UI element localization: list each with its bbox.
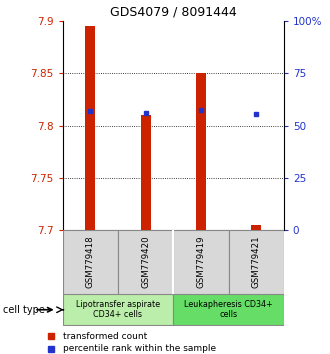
- Bar: [63, 230, 118, 294]
- Bar: [173, 295, 284, 325]
- Bar: [251, 225, 261, 230]
- Bar: [85, 27, 95, 230]
- Text: transformed count: transformed count: [63, 332, 147, 341]
- Text: GSM779420: GSM779420: [141, 236, 150, 288]
- Bar: [141, 115, 150, 230]
- Text: Lipotransfer aspirate
CD34+ cells: Lipotransfer aspirate CD34+ cells: [76, 300, 160, 319]
- Text: Leukapheresis CD34+
cells: Leukapheresis CD34+ cells: [184, 300, 273, 319]
- Text: percentile rank within the sample: percentile rank within the sample: [63, 344, 216, 353]
- Bar: [118, 230, 173, 294]
- Bar: [228, 230, 284, 294]
- Text: cell type: cell type: [3, 305, 45, 315]
- Bar: [173, 230, 228, 294]
- Title: GDS4079 / 8091444: GDS4079 / 8091444: [110, 6, 237, 19]
- Text: GSM779421: GSM779421: [252, 236, 261, 288]
- Text: GSM779418: GSM779418: [86, 236, 95, 288]
- Bar: [196, 74, 206, 230]
- Text: GSM779419: GSM779419: [196, 236, 205, 288]
- Bar: [63, 295, 173, 325]
